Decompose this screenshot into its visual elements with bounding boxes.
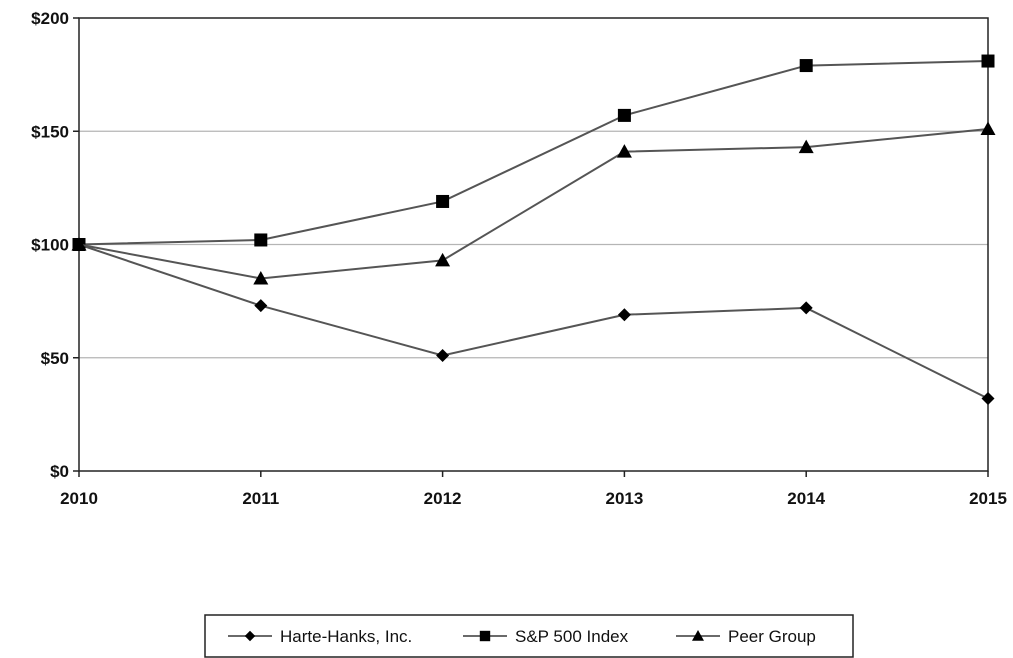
legend-marker-square — [479, 630, 491, 642]
x-tick-label: 2014 — [787, 489, 825, 508]
series-line — [78, 60, 989, 246]
data-point-square — [254, 233, 268, 247]
legend-item-0: Harte-Hanks, Inc. — [228, 627, 412, 646]
gridlines — [79, 130, 988, 359]
legend-item-2: Peer Group — [676, 627, 816, 646]
series-1 — [72, 54, 995, 251]
data-point-diamond — [981, 392, 995, 406]
x-axis: 2010 2011 2012 2013 2014 2015 — [60, 471, 1007, 508]
legend-label: Peer Group — [728, 627, 816, 646]
data-point-triangle — [798, 139, 814, 154]
legend-label: S&P 500 Index — [515, 627, 629, 646]
data-point-square — [617, 108, 631, 122]
series-line — [78, 127, 989, 280]
data-point-triangle — [980, 121, 996, 135]
data-point-triangle — [616, 144, 632, 158]
x-tick-label: 2015 — [969, 489, 1007, 508]
data-point-diamond — [617, 308, 631, 322]
data-point-diamond — [799, 301, 813, 315]
series-0 — [72, 238, 995, 406]
legend-marker-triangle — [692, 630, 704, 641]
x-tick-label: 2010 — [60, 489, 98, 508]
data-point-diamond — [254, 299, 268, 313]
y-axis: $0 $50 $100 $150 $200 — [31, 9, 79, 481]
y-tick-label: $0 — [50, 462, 69, 481]
y-tick-label: $100 — [31, 236, 69, 255]
data-point-triangle — [71, 237, 87, 251]
y-tick-label: $200 — [31, 9, 69, 28]
legend-marker-diamond — [244, 630, 256, 642]
data-point-triangle — [253, 270, 269, 285]
legend-label: Harte-Hanks, Inc. — [280, 627, 412, 646]
data-point-square — [436, 194, 450, 208]
data-point-diamond — [436, 348, 450, 362]
x-tick-label: 2012 — [424, 489, 462, 508]
series-line — [78, 243, 989, 400]
data-point-square — [799, 59, 813, 73]
legend-item-1: S&P 500 Index — [463, 627, 629, 646]
data-point-square — [981, 54, 995, 68]
x-tick-label: 2013 — [605, 489, 643, 508]
legend-box — [204, 614, 854, 658]
y-tick-label: $50 — [41, 349, 69, 368]
series-2 — [71, 121, 996, 285]
y-tick-label: $150 — [31, 122, 69, 141]
data-point-triangle — [435, 252, 451, 267]
series-group — [71, 54, 996, 406]
legend: Harte-Hanks, Inc. S&P 500 Index Peer Group — [204, 614, 854, 658]
x-tick-label: 2011 — [242, 489, 279, 508]
